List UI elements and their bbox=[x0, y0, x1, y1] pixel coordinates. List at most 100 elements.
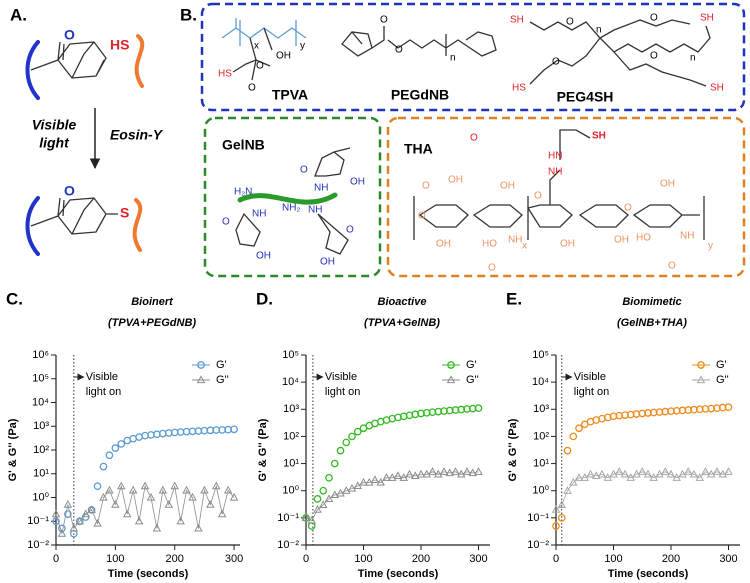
data-point bbox=[330, 490, 339, 499]
data-point bbox=[569, 477, 578, 486]
atom: SH bbox=[710, 83, 724, 94]
atom: OH bbox=[276, 51, 291, 62]
condition: Eosin-Y bbox=[110, 127, 164, 143]
atom: HS bbox=[218, 69, 232, 80]
x-axis-label: Time (seconds) bbox=[608, 568, 689, 580]
atom: NH bbox=[314, 183, 328, 194]
data-point bbox=[620, 469, 630, 478]
data-point bbox=[223, 485, 233, 494]
compound-label: PEG4SH bbox=[557, 89, 614, 105]
data-point bbox=[69, 523, 79, 532]
chart-title: Bioactive bbox=[378, 296, 427, 308]
atom: SH bbox=[510, 15, 524, 26]
x-tick-label: 0 bbox=[303, 553, 309, 565]
data-point bbox=[93, 482, 102, 491]
data-point bbox=[99, 462, 108, 471]
atom: O bbox=[422, 181, 430, 192]
y-tick-label: 10⁶ bbox=[32, 349, 49, 361]
series-line bbox=[305, 471, 479, 522]
atom: O bbox=[222, 217, 230, 228]
atom: HS bbox=[512, 83, 526, 94]
atom: n bbox=[596, 25, 602, 36]
data-point bbox=[615, 467, 624, 475]
annotation: light on bbox=[574, 386, 609, 398]
data-point bbox=[75, 516, 84, 525]
x-tick-label: 200 bbox=[662, 553, 680, 565]
data-point bbox=[152, 523, 162, 532]
data-point bbox=[575, 424, 583, 433]
data-point bbox=[93, 518, 102, 527]
data-point bbox=[695, 473, 704, 481]
data-point bbox=[313, 505, 322, 513]
chart-title: Bioinert bbox=[131, 296, 174, 308]
data-point bbox=[336, 446, 345, 455]
data-point bbox=[206, 500, 215, 508]
data-point bbox=[574, 473, 584, 481]
norbornane bbox=[30, 197, 118, 235]
data-point bbox=[569, 432, 578, 441]
condition: light bbox=[39, 135, 70, 151]
data-point bbox=[51, 509, 61, 518]
atom: NH bbox=[548, 167, 562, 178]
tpva-backbone bbox=[221, 18, 307, 46]
hyaluronan-backbone bbox=[413, 129, 705, 240]
legend-marker bbox=[697, 361, 705, 369]
series-line bbox=[555, 471, 729, 510]
x-tick-label: 300 bbox=[225, 553, 243, 565]
data-point bbox=[230, 425, 238, 434]
atom: OH bbox=[614, 235, 629, 246]
atom: x bbox=[254, 41, 259, 52]
x-tick-label: 0 bbox=[553, 553, 559, 565]
data-point bbox=[666, 469, 676, 478]
data-point bbox=[393, 471, 403, 480]
panel-letter: D. bbox=[256, 289, 273, 308]
atom: NH₂ bbox=[282, 203, 300, 214]
data-point bbox=[200, 485, 209, 494]
data-point bbox=[105, 451, 114, 460]
data-point bbox=[128, 485, 138, 494]
x-tick-label: 300 bbox=[469, 553, 487, 565]
data-point bbox=[551, 505, 561, 513]
data-point bbox=[597, 469, 607, 478]
atom: O bbox=[256, 61, 264, 72]
data-point bbox=[140, 481, 150, 490]
atom: n bbox=[450, 53, 456, 64]
y-tick-label: 10⁰ bbox=[32, 491, 49, 503]
data-point bbox=[81, 509, 90, 518]
atom: O bbox=[624, 203, 632, 214]
data-point bbox=[557, 514, 566, 522]
compound-label: PEGdNB bbox=[391, 87, 449, 103]
atom: OH bbox=[256, 251, 271, 262]
data-point bbox=[365, 477, 374, 486]
data-point bbox=[330, 459, 339, 468]
data-point bbox=[462, 467, 472, 475]
data-point bbox=[609, 469, 618, 478]
data-point bbox=[301, 513, 311, 521]
legend-marker bbox=[447, 361, 455, 369]
x-tick-label: 200 bbox=[412, 553, 430, 565]
data-point bbox=[724, 403, 733, 411]
atom: OH bbox=[448, 175, 463, 186]
y-tick-label: 10¹ bbox=[33, 468, 49, 480]
legend-label: G'' bbox=[716, 374, 729, 386]
y-tick-label: 10¹ bbox=[533, 457, 549, 469]
atom: HO bbox=[636, 233, 651, 244]
polymer-bracket bbox=[25, 196, 40, 256]
data-point bbox=[678, 469, 687, 478]
atom: OH bbox=[436, 239, 451, 250]
data-point bbox=[718, 469, 727, 478]
atom: y bbox=[708, 241, 713, 252]
data-point bbox=[64, 510, 72, 518]
atom: NH bbox=[680, 231, 694, 242]
gelatin-chain bbox=[237, 192, 338, 205]
y-axis-label: G' & G'' (Pa) bbox=[7, 418, 19, 481]
data-point bbox=[307, 522, 316, 530]
y-tick-label: 10⁻¹ bbox=[527, 512, 549, 524]
data-point bbox=[117, 440, 126, 448]
atom: O bbox=[395, 45, 403, 56]
chart-title: (TPVA+GelNB) bbox=[364, 317, 440, 329]
atom: O bbox=[470, 133, 478, 144]
data-point bbox=[359, 477, 368, 486]
y-tick-label: 10³ bbox=[283, 403, 299, 415]
atom: NH bbox=[308, 205, 322, 216]
